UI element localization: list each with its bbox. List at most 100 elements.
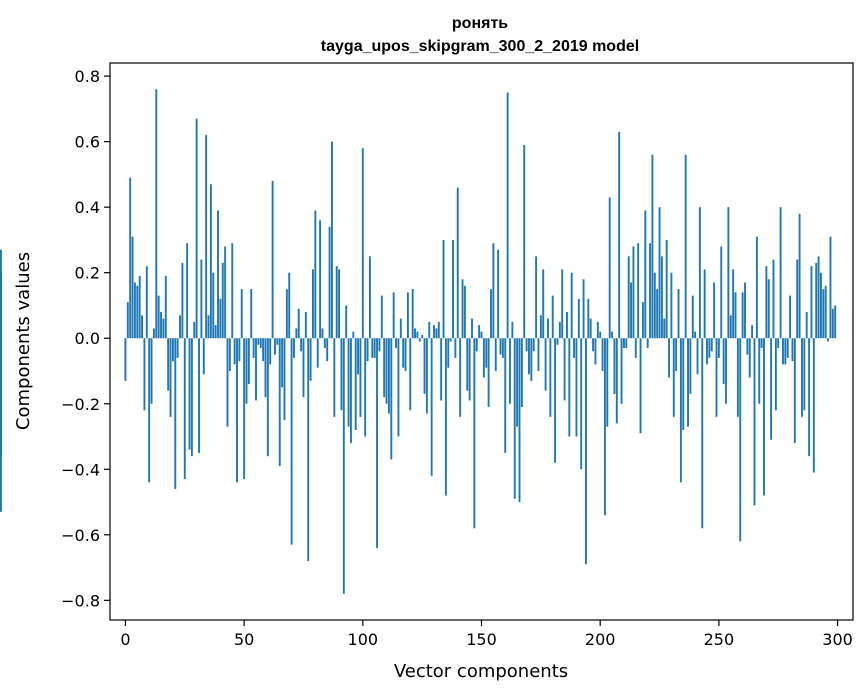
- bar: [755, 236, 758, 339]
- bar: [547, 318, 549, 339]
- bar: [549, 338, 552, 417]
- bar: [815, 262, 818, 339]
- bar: [428, 321, 431, 339]
- bar: [763, 338, 765, 496]
- bar: [440, 338, 443, 401]
- bar: [613, 338, 616, 394]
- bar: [402, 338, 405, 368]
- bar: [421, 334, 424, 339]
- bar: [271, 180, 274, 339]
- x-axis-label: Vector components: [394, 661, 568, 682]
- bar: [371, 338, 374, 358]
- bar: [687, 338, 689, 427]
- bar: [385, 338, 388, 404]
- bar: [373, 338, 376, 358]
- bar: [169, 338, 172, 417]
- bar: [665, 239, 668, 339]
- bar: [501, 338, 504, 358]
- bar: [221, 262, 224, 339]
- bar: [732, 269, 735, 339]
- bar: [228, 338, 231, 371]
- bar: [366, 338, 369, 362]
- bar: [679, 338, 682, 483]
- bar: [250, 289, 253, 339]
- chart-title-word: ронять: [452, 15, 508, 32]
- bar: [587, 298, 590, 339]
- bar: [442, 239, 445, 339]
- bar: [309, 338, 312, 381]
- bar: [760, 338, 763, 349]
- bar: [219, 298, 222, 339]
- bar: [368, 256, 371, 339]
- bar: [668, 338, 670, 378]
- bar: [827, 338, 830, 342]
- bar: [459, 338, 462, 417]
- bar: [573, 338, 576, 358]
- bar: [644, 210, 647, 339]
- bar: [751, 325, 754, 339]
- bar: [509, 338, 511, 404]
- bar: [494, 338, 497, 371]
- bar: [720, 246, 723, 339]
- bar: [354, 338, 357, 430]
- bar: [551, 295, 554, 339]
- bar: [539, 315, 542, 339]
- bar: [589, 318, 592, 339]
- bar: [618, 131, 621, 339]
- x-tick-label: 100: [348, 630, 379, 649]
- bar: [397, 338, 400, 437]
- bar: [577, 298, 580, 339]
- bar: [523, 144, 526, 339]
- bar: [285, 289, 288, 339]
- bar: [295, 328, 298, 339]
- bar: [556, 338, 559, 345]
- bar: [580, 338, 583, 470]
- bar: [615, 338, 618, 424]
- bar: [138, 275, 141, 339]
- bar: [504, 338, 507, 453]
- bar: [444, 338, 447, 496]
- bar: [319, 220, 322, 339]
- bar: [245, 338, 248, 404]
- bar: [558, 321, 561, 339]
- bar: [418, 338, 421, 342]
- bar: [753, 338, 756, 506]
- bar: [463, 285, 466, 339]
- bar: [568, 338, 571, 437]
- bar: [634, 338, 637, 358]
- bar: [675, 338, 678, 371]
- bar: [805, 312, 808, 339]
- x-tick-label: 250: [704, 630, 735, 649]
- bar: [530, 338, 533, 381]
- bar: [739, 338, 742, 542]
- bar: [328, 226, 331, 339]
- y-axis-label: Components values: [13, 252, 34, 430]
- bar: [0, 298, 2, 339]
- bar: [302, 338, 305, 398]
- y-tick-label: −0.6: [61, 526, 100, 545]
- bar: [782, 338, 784, 365]
- bar: [333, 338, 336, 417]
- bar: [822, 289, 825, 339]
- bar: [746, 338, 749, 355]
- bar: [262, 338, 265, 362]
- bar: [148, 338, 151, 483]
- bar: [243, 338, 246, 480]
- bar: [236, 338, 238, 483]
- bar: [585, 338, 587, 565]
- bar: [281, 338, 284, 388]
- bar: [537, 338, 540, 371]
- bar: [606, 338, 609, 427]
- bar: [395, 338, 397, 349]
- bar: [689, 338, 692, 394]
- bar: [437, 321, 440, 339]
- bar: [300, 338, 303, 352]
- bar: [461, 279, 464, 339]
- bar: [765, 266, 768, 339]
- bar: [758, 338, 761, 404]
- bar: [171, 338, 174, 362]
- bar: [183, 338, 186, 480]
- bar: [480, 331, 483, 339]
- bar: [423, 338, 426, 394]
- bar: [544, 338, 547, 391]
